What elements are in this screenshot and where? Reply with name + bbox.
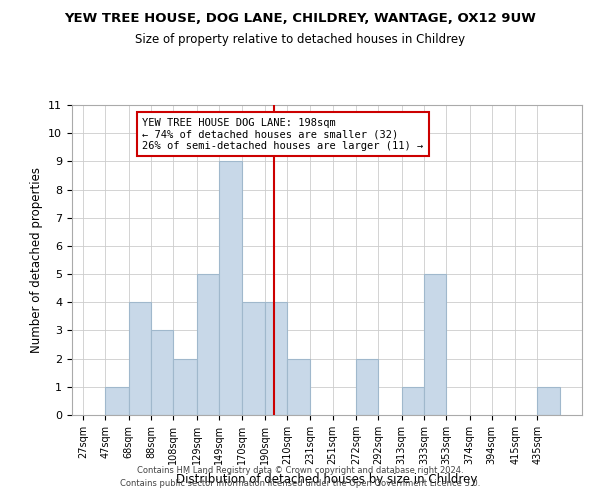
Bar xyxy=(197,274,219,415)
Bar xyxy=(219,162,242,415)
Bar xyxy=(356,358,378,415)
Bar xyxy=(424,274,446,415)
Bar xyxy=(151,330,173,415)
Bar xyxy=(265,302,287,415)
Text: YEW TREE HOUSE, DOG LANE, CHILDREY, WANTAGE, OX12 9UW: YEW TREE HOUSE, DOG LANE, CHILDREY, WANT… xyxy=(64,12,536,26)
Bar xyxy=(129,302,151,415)
Bar xyxy=(401,387,424,415)
X-axis label: Distribution of detached houses by size in Childrey: Distribution of detached houses by size … xyxy=(176,472,478,486)
Text: Contains HM Land Registry data © Crown copyright and database right 2024.
Contai: Contains HM Land Registry data © Crown c… xyxy=(120,466,480,487)
Bar xyxy=(242,302,265,415)
Bar xyxy=(287,358,310,415)
Bar xyxy=(106,387,129,415)
Text: Size of property relative to detached houses in Childrey: Size of property relative to detached ho… xyxy=(135,32,465,46)
Text: YEW TREE HOUSE DOG LANE: 198sqm
← 74% of detached houses are smaller (32)
26% of: YEW TREE HOUSE DOG LANE: 198sqm ← 74% of… xyxy=(142,118,424,151)
Bar xyxy=(538,387,560,415)
Bar xyxy=(173,358,197,415)
Y-axis label: Number of detached properties: Number of detached properties xyxy=(30,167,43,353)
